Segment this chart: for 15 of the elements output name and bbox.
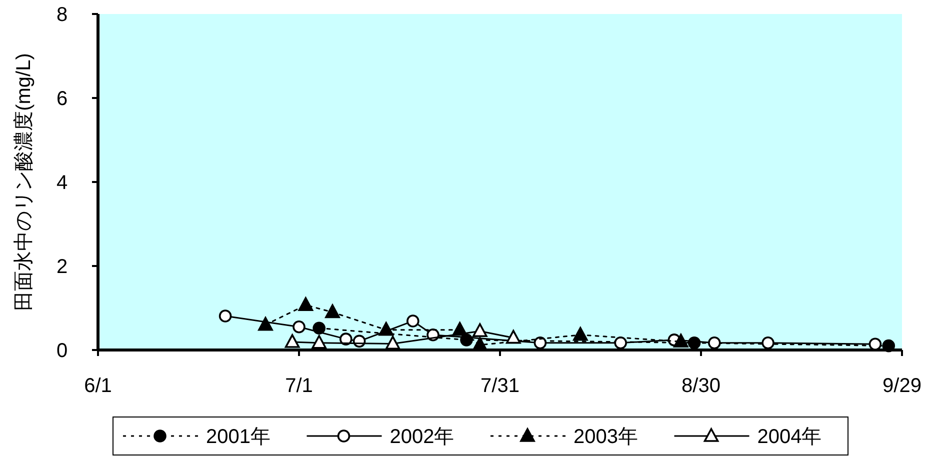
x-tick-label: 7/1	[285, 375, 313, 397]
x-tick-label: 9/29	[882, 375, 922, 397]
y-tick-label: 6	[56, 88, 68, 110]
x-tick-label: 6/1	[84, 375, 112, 397]
y-tick-label: 4	[56, 172, 68, 194]
y-tick-label: 2	[56, 256, 68, 278]
y-axis-title: 田面水中のリン酸濃度(mg/L)	[13, 53, 35, 311]
y-tick-label: 8	[56, 4, 68, 26]
legend-label: 2004年	[757, 426, 822, 448]
legend-label: 2003年	[574, 426, 638, 448]
legend-label: 2002年	[390, 426, 454, 448]
x-tick-label: 7/31	[480, 375, 520, 397]
y-tick-label: 0	[56, 340, 68, 362]
legend-label: 2001年	[206, 426, 270, 448]
x-tick-label: 8/30	[682, 375, 720, 397]
